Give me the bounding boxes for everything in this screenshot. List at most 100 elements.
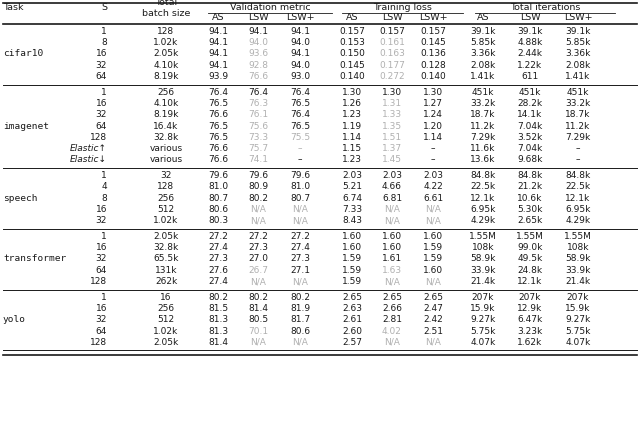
Text: 26.7: 26.7 bbox=[248, 266, 268, 275]
Text: LSW+: LSW+ bbox=[285, 13, 314, 22]
Text: 1: 1 bbox=[101, 171, 107, 180]
Text: 76.3: 76.3 bbox=[248, 99, 268, 108]
Text: 1: 1 bbox=[101, 232, 107, 241]
Text: 79.6: 79.6 bbox=[248, 171, 268, 180]
Text: 1: 1 bbox=[101, 292, 107, 302]
Text: 94.0: 94.0 bbox=[290, 38, 310, 47]
Text: 1.60: 1.60 bbox=[423, 266, 443, 275]
Text: 1.27: 1.27 bbox=[423, 99, 443, 108]
Text: AS: AS bbox=[477, 13, 489, 22]
Text: 80.9: 80.9 bbox=[248, 182, 268, 191]
Text: 94.1: 94.1 bbox=[208, 61, 228, 70]
Text: 49.5k: 49.5k bbox=[517, 254, 543, 264]
Text: N/A: N/A bbox=[292, 277, 308, 286]
Text: 27.0: 27.0 bbox=[248, 254, 268, 264]
Text: 84.8k: 84.8k bbox=[517, 171, 543, 180]
Text: 1.30: 1.30 bbox=[342, 88, 362, 97]
Text: 0.163: 0.163 bbox=[379, 49, 405, 58]
Text: 76.5: 76.5 bbox=[208, 133, 228, 142]
Text: 451k: 451k bbox=[519, 88, 541, 97]
Text: 8.19k: 8.19k bbox=[154, 110, 179, 119]
Text: 5.75k: 5.75k bbox=[565, 327, 591, 336]
Text: 1.30: 1.30 bbox=[423, 88, 443, 97]
Text: 58.9k: 58.9k bbox=[470, 254, 496, 264]
Text: N/A: N/A bbox=[292, 216, 308, 225]
Text: N/A: N/A bbox=[292, 205, 308, 214]
Text: 33.2k: 33.2k bbox=[565, 99, 591, 108]
Text: 451k: 451k bbox=[472, 88, 494, 97]
Text: 33.9k: 33.9k bbox=[565, 266, 591, 275]
Text: 1.19: 1.19 bbox=[342, 121, 362, 130]
Text: 64: 64 bbox=[95, 266, 107, 275]
Text: 27.4: 27.4 bbox=[208, 243, 228, 252]
Text: 79.6: 79.6 bbox=[208, 171, 228, 180]
Text: 18.7k: 18.7k bbox=[470, 110, 496, 119]
Text: 1.02k: 1.02k bbox=[154, 327, 179, 336]
Text: 12.1k: 12.1k bbox=[470, 194, 495, 203]
Text: 75.6: 75.6 bbox=[248, 121, 268, 130]
Text: 1.41k: 1.41k bbox=[470, 72, 495, 81]
Text: 7.04k: 7.04k bbox=[517, 144, 543, 153]
Text: 5.21: 5.21 bbox=[342, 182, 362, 191]
Text: 3.23k: 3.23k bbox=[517, 327, 543, 336]
Text: 2.03: 2.03 bbox=[423, 171, 443, 180]
Text: N/A: N/A bbox=[250, 216, 266, 225]
Text: 94.1: 94.1 bbox=[208, 27, 228, 36]
Text: 94.1: 94.1 bbox=[290, 27, 310, 36]
Text: 2.57: 2.57 bbox=[342, 338, 362, 347]
Text: 11.2k: 11.2k bbox=[470, 121, 495, 130]
Text: 1.23: 1.23 bbox=[342, 110, 362, 119]
Text: 8.19k: 8.19k bbox=[154, 72, 179, 81]
Text: 75.5: 75.5 bbox=[290, 133, 310, 142]
Text: 4.29k: 4.29k bbox=[565, 216, 591, 225]
Text: 0.145: 0.145 bbox=[339, 61, 365, 70]
Text: 9.27k: 9.27k bbox=[470, 315, 495, 324]
Text: 4.10k: 4.10k bbox=[154, 99, 179, 108]
Text: 81.3: 81.3 bbox=[208, 315, 228, 324]
Text: 94.1: 94.1 bbox=[248, 27, 268, 36]
Text: 80.2: 80.2 bbox=[208, 292, 228, 302]
Text: 33.9k: 33.9k bbox=[470, 266, 496, 275]
Text: 16.4k: 16.4k bbox=[154, 121, 179, 130]
Text: 1.02k: 1.02k bbox=[154, 38, 179, 47]
Text: 5.85k: 5.85k bbox=[565, 38, 591, 47]
Text: 12.1k: 12.1k bbox=[565, 194, 591, 203]
Text: yolo: yolo bbox=[3, 315, 26, 324]
Text: 94.1: 94.1 bbox=[208, 38, 228, 47]
Text: 32: 32 bbox=[95, 61, 107, 70]
Text: 256: 256 bbox=[157, 194, 175, 203]
Text: 1.26: 1.26 bbox=[342, 99, 362, 108]
Text: 81.3: 81.3 bbox=[208, 327, 228, 336]
Text: 39.1k: 39.1k bbox=[470, 27, 496, 36]
Text: 81.4: 81.4 bbox=[248, 304, 268, 313]
Text: 1.59: 1.59 bbox=[423, 243, 443, 252]
Text: 1: 1 bbox=[101, 88, 107, 97]
Text: 28.2k: 28.2k bbox=[517, 99, 543, 108]
Text: imagenet: imagenet bbox=[3, 121, 49, 130]
Text: AS: AS bbox=[212, 13, 224, 22]
Text: 27.1: 27.1 bbox=[290, 266, 310, 275]
Text: 76.5: 76.5 bbox=[290, 121, 310, 130]
Text: N/A: N/A bbox=[250, 205, 266, 214]
Text: 70.1: 70.1 bbox=[248, 327, 268, 336]
Text: 4.07k: 4.07k bbox=[565, 338, 591, 347]
Text: 16: 16 bbox=[95, 205, 107, 214]
Text: 0.153: 0.153 bbox=[339, 38, 365, 47]
Text: 2.65k: 2.65k bbox=[517, 216, 543, 225]
Text: 81.0: 81.0 bbox=[290, 182, 310, 191]
Text: 1.35: 1.35 bbox=[382, 121, 402, 130]
Text: 1.14: 1.14 bbox=[342, 133, 362, 142]
Text: 1.55M: 1.55M bbox=[564, 232, 592, 241]
Text: 4.07k: 4.07k bbox=[470, 338, 495, 347]
Text: 2.47: 2.47 bbox=[423, 304, 443, 313]
Text: –: – bbox=[431, 144, 435, 153]
Text: N/A: N/A bbox=[425, 277, 441, 286]
Text: 0.157: 0.157 bbox=[420, 27, 446, 36]
Text: 32.8k: 32.8k bbox=[154, 133, 179, 142]
Text: N/A: N/A bbox=[425, 338, 441, 347]
Text: 262k: 262k bbox=[155, 277, 177, 286]
Text: 32: 32 bbox=[95, 315, 107, 324]
Text: 27.3: 27.3 bbox=[208, 254, 228, 264]
Text: 27.4: 27.4 bbox=[208, 277, 228, 286]
Text: 4.22: 4.22 bbox=[423, 182, 443, 191]
